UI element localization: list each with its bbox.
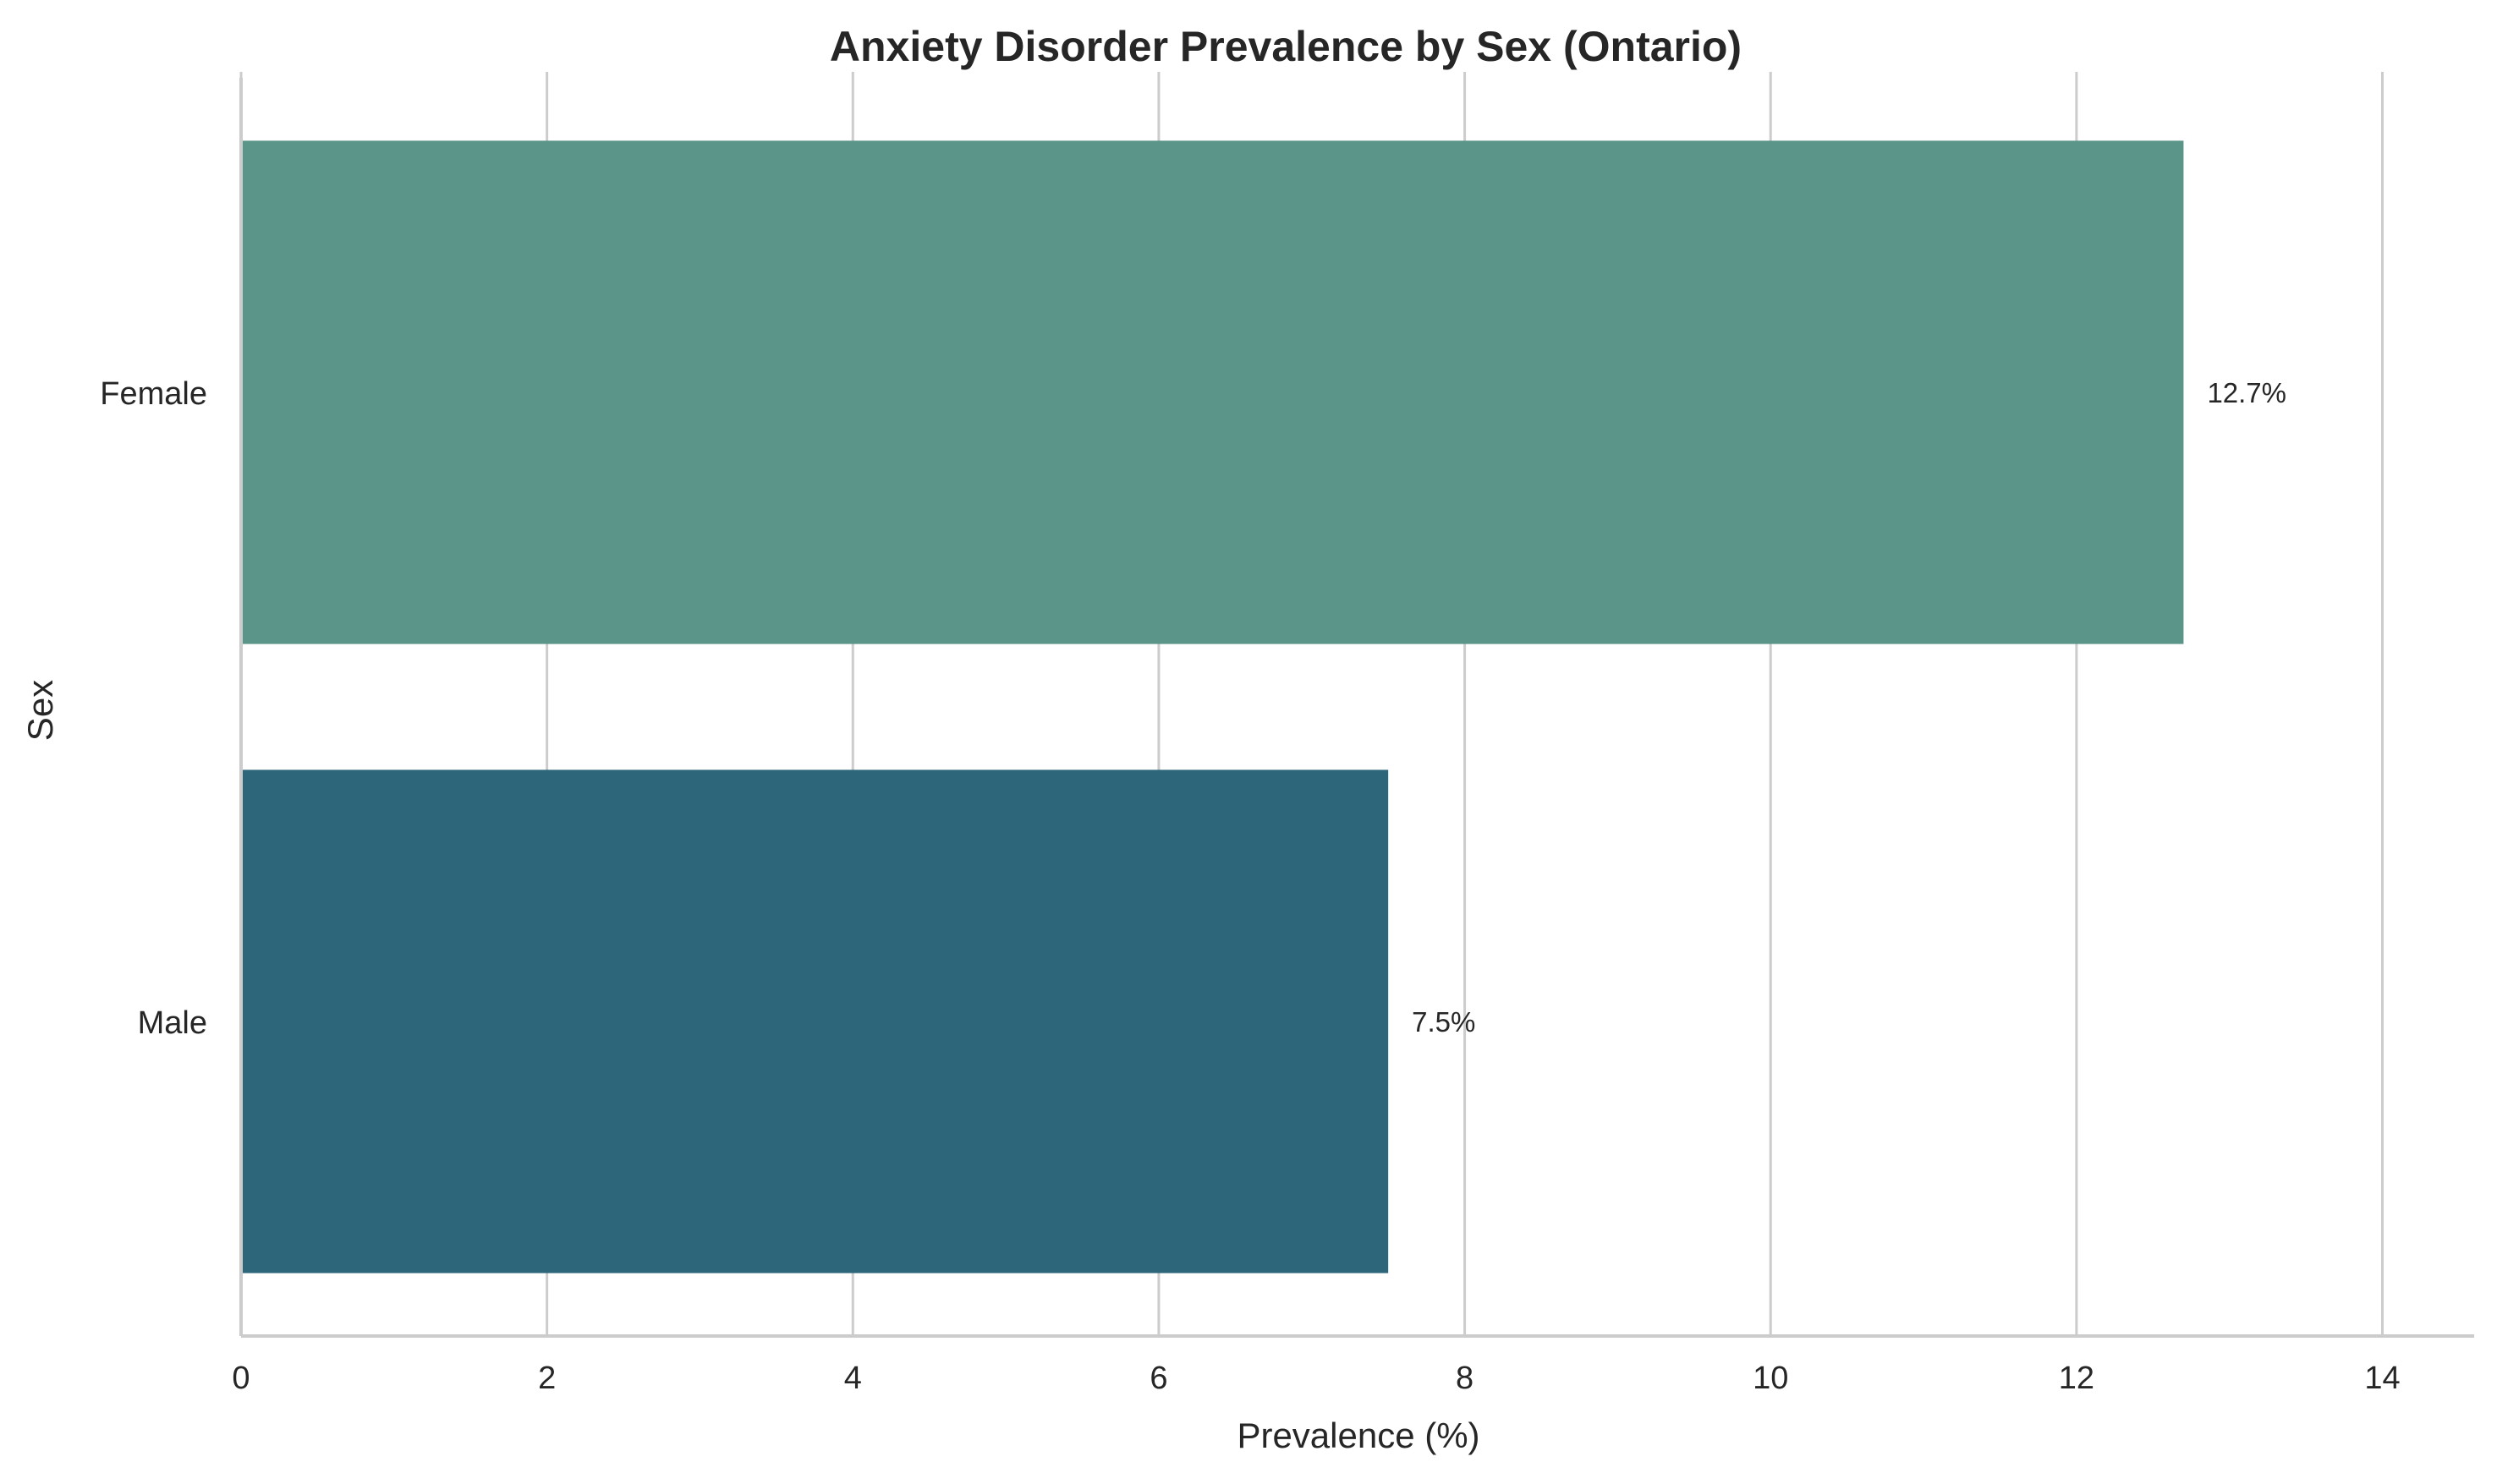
x-tick-label: 2 <box>538 1361 556 1396</box>
x-tick-label: 4 <box>844 1361 862 1396</box>
y-axis-label: Sex <box>20 680 60 741</box>
x-tick-label: 14 <box>2364 1361 2400 1396</box>
x-tick-label: 12 <box>2059 1361 2094 1396</box>
spine-layer <box>239 78 2474 1338</box>
tick-layer: 0 2 4 6 8 10 12 14 Female Male <box>100 376 2400 1396</box>
x-tick-label: 10 <box>1753 1361 1788 1396</box>
data-label-female: 12.7% <box>2207 377 2286 408</box>
data-label-layer: 12.7% 7.5% <box>1412 377 2286 1038</box>
data-label-male: 7.5% <box>1412 1006 1475 1038</box>
x-tick-label: 8 <box>1456 1361 1474 1396</box>
x-tick-label: 6 <box>1150 1361 1167 1396</box>
bar-layer <box>241 140 2184 1273</box>
y-tick-label-female: Female <box>100 376 207 412</box>
x-axis-label: Prevalence (%) <box>1237 1416 1479 1455</box>
bar-female <box>241 140 2184 644</box>
y-tick-label-male: Male <box>138 1005 207 1041</box>
chart-title: Anxiety Disorder Prevalence by Sex (Onta… <box>830 23 1742 70</box>
bar-male <box>241 769 1389 1273</box>
x-tick-label: 0 <box>232 1361 250 1396</box>
